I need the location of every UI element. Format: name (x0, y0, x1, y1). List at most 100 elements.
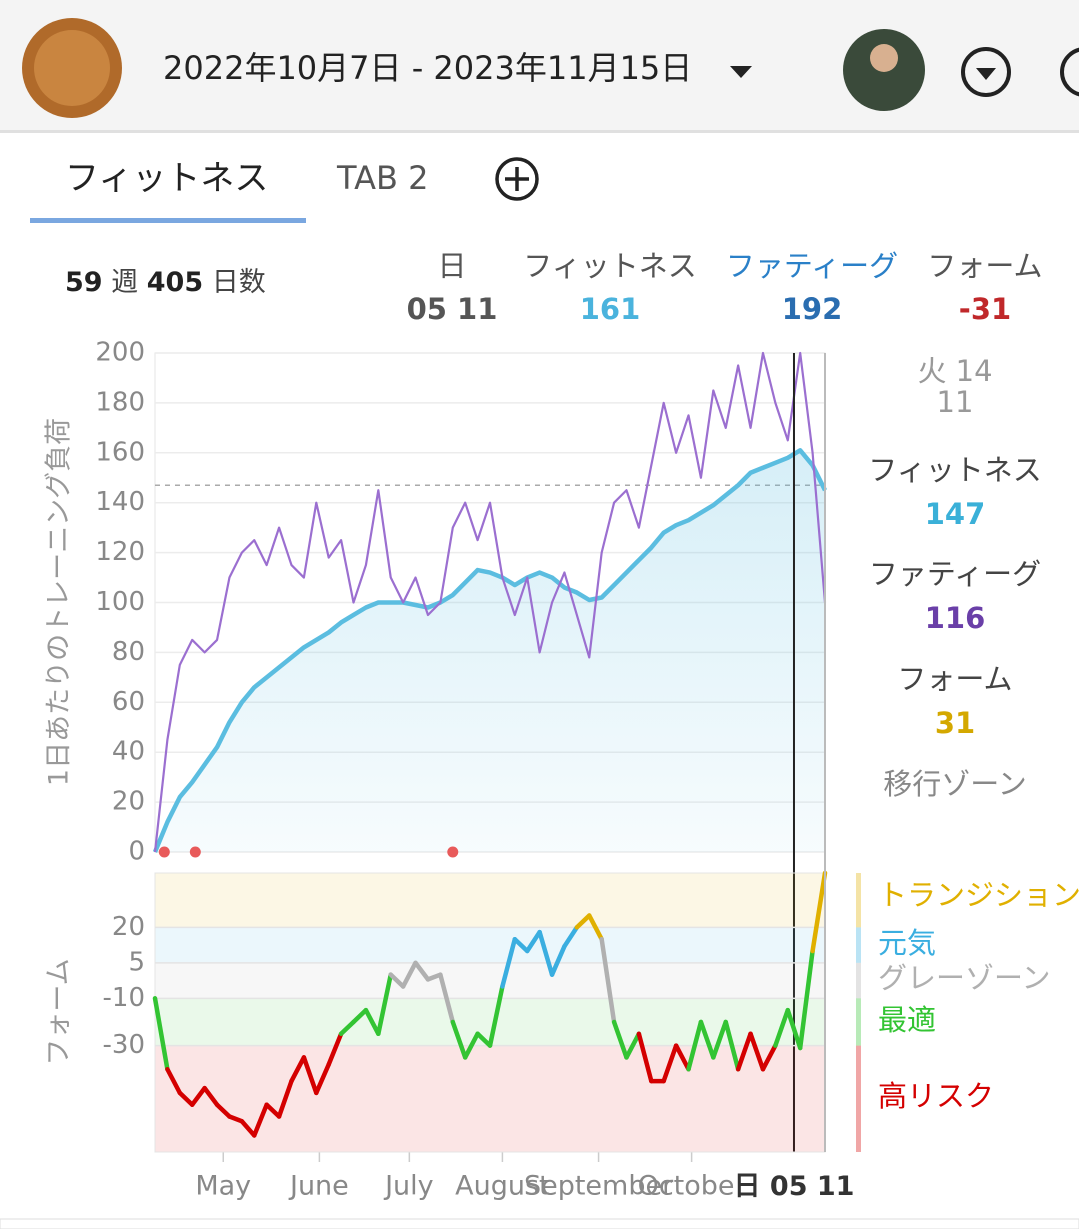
form-segment (351, 1007, 369, 1025)
x-tick-label: May (195, 1171, 251, 1202)
add-tab[interactable] (495, 157, 539, 201)
x-tick-label: October (638, 1171, 747, 1202)
form-segment (673, 1043, 691, 1072)
form-segment (475, 1031, 493, 1048)
side-date: 火 14 (917, 354, 992, 388)
form-segment (462, 1031, 480, 1060)
tab-underline (30, 218, 306, 223)
form-segment (264, 1102, 282, 1119)
y-tick-label: -30 (103, 1030, 145, 1060)
dropdown-caret[interactable] (730, 66, 752, 78)
x-tick-label: June (288, 1171, 349, 1202)
zone-band (155, 873, 825, 928)
cursor-label-date: 05 11 (770, 1171, 855, 1202)
form-segment (723, 1019, 741, 1072)
zone-bar (856, 998, 861, 1046)
tab[interactable]: フィットネス (65, 159, 268, 199)
form-segment (748, 1031, 766, 1072)
y-tick-label: 5 (128, 947, 145, 977)
form-segment (599, 936, 617, 1025)
form-segment (500, 936, 518, 989)
y-tick-label: -10 (103, 983, 145, 1013)
form-segment (549, 944, 567, 977)
date-range[interactable]: 2022年10月7日 - 2023年11月15日 (163, 49, 692, 87)
side-label: ファティーグ (869, 557, 1041, 591)
series-line (153, 351, 827, 853)
menu-button[interactable] (961, 47, 1011, 97)
form-segment (735, 1031, 753, 1072)
form-segment (512, 936, 530, 954)
avatar-face (870, 44, 898, 72)
bottom-edge (0, 1218, 1079, 1229)
cursor-label: 日 05 11 (734, 1171, 855, 1202)
readout-label: 日 (437, 249, 466, 283)
y-tick-label: 120 (95, 537, 145, 567)
form-segment (239, 1119, 257, 1138)
form-segment (797, 948, 815, 1051)
zone-band (155, 962, 825, 999)
side-zone: 移行ゾーン (883, 767, 1027, 801)
y-tick-label: 20 (112, 787, 145, 817)
form-segment (400, 960, 418, 989)
readout-label: フォーム (927, 249, 1042, 283)
readout-label: ファティーグ (726, 249, 898, 283)
event-dot (447, 846, 459, 858)
header-shadow (0, 130, 1079, 133)
tab[interactable]: TAB 2 (336, 159, 428, 197)
avatar-detail (34, 30, 110, 106)
form-segment (785, 1007, 803, 1051)
event-dot (189, 846, 201, 858)
zone-band (155, 927, 825, 963)
form-segment (152, 996, 170, 1072)
form-segment (636, 1031, 654, 1084)
zone-label: 高リスク (878, 1079, 994, 1113)
side-value: 31 (935, 706, 975, 740)
form-segment (487, 984, 505, 1048)
y-tick-label: 160 (95, 437, 145, 467)
readout-label: フィットネス (523, 249, 696, 283)
y-tick-label: 80 (112, 637, 145, 667)
zone-label: 最適 (878, 1003, 936, 1037)
y-axis-label: フォーム (44, 958, 75, 1065)
form-segment (376, 972, 393, 1037)
form-segment (413, 960, 431, 982)
form-segment (438, 972, 456, 1025)
readout-value: 192 (782, 292, 843, 326)
form-segment (338, 1019, 356, 1037)
zone-label: トランジション (878, 878, 1079, 912)
zone-band (155, 1045, 825, 1152)
add-tab-plus (505, 167, 529, 191)
form-segment (326, 1031, 344, 1067)
form-segment (562, 925, 580, 949)
form-segment (189, 1085, 207, 1107)
form-segment (760, 1043, 778, 1072)
readout-value: 05 11 (407, 292, 498, 326)
readout-value: 161 (580, 292, 641, 326)
form-segment (252, 1102, 269, 1138)
form-segment (574, 913, 592, 930)
y-tick-label: 60 (112, 687, 145, 717)
x-tick-label: September (524, 1171, 674, 1202)
readout-value: -31 (959, 292, 1011, 326)
form-segment (810, 870, 828, 954)
form-segment (314, 1062, 331, 1096)
y-tick-label: 140 (95, 487, 145, 517)
cursor-label-day: 日 (734, 1171, 761, 1202)
form-segment (202, 1085, 220, 1107)
help-button[interactable] (1060, 47, 1079, 97)
form-segment (698, 1019, 716, 1060)
form-segment (711, 1019, 728, 1060)
zone-label: 元気 (878, 926, 936, 960)
zone-bar (856, 962, 861, 999)
fitness-area (155, 450, 825, 852)
y-tick-label: 0 (128, 837, 145, 867)
series-line (152, 448, 828, 853)
form-segment (301, 1055, 319, 1096)
form-segment (165, 1066, 183, 1096)
form-segment (214, 1102, 232, 1119)
side-value: 116 (925, 601, 986, 635)
form-segment (537, 929, 555, 977)
form-segment (773, 1007, 791, 1048)
y-tick-label: 40 (112, 737, 145, 767)
